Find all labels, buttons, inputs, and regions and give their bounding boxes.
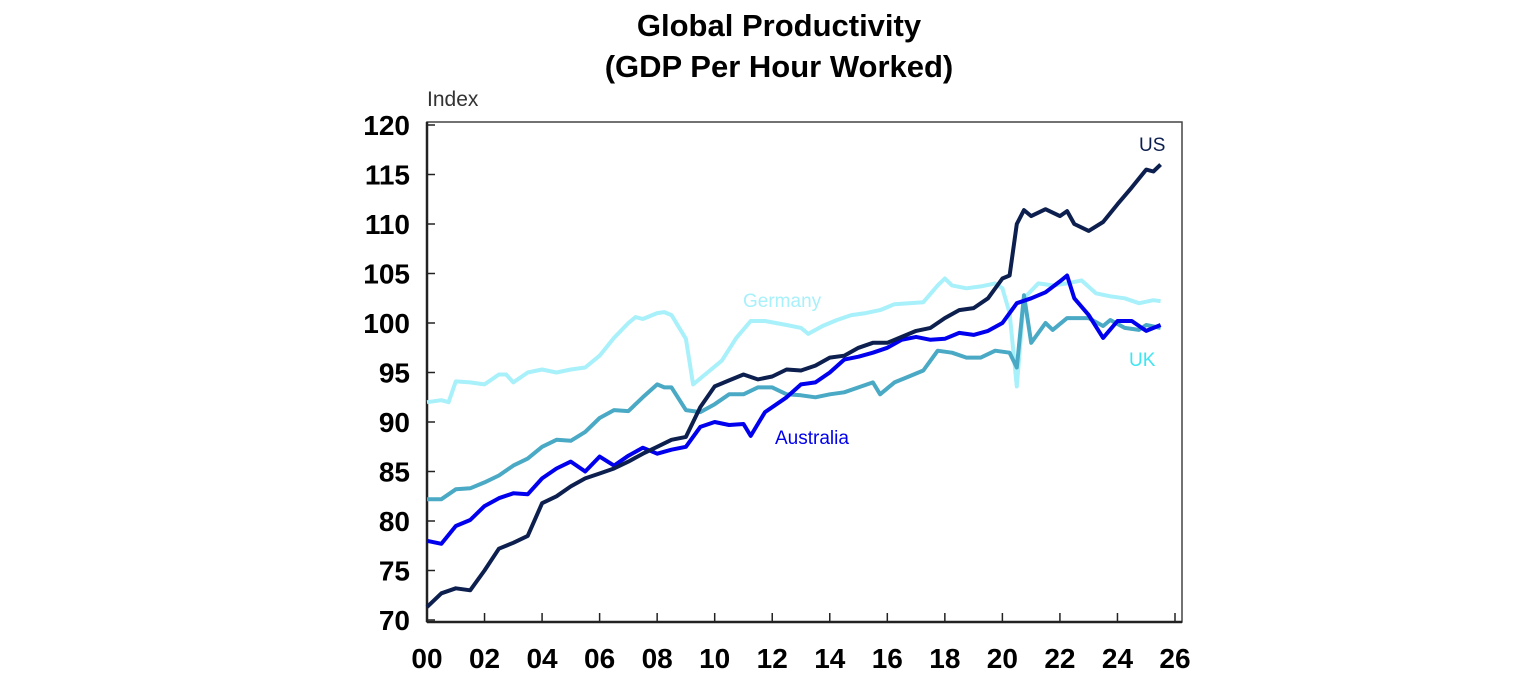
y-tick-label: 75: [379, 556, 410, 587]
series-label-uk: UK: [1129, 350, 1156, 371]
series-line-us: [425, 163, 1162, 609]
y-tick-label: 120: [363, 110, 410, 141]
chart-title: Global Productivity: [636, 8, 922, 43]
x-tick-label: 08: [642, 643, 673, 674]
y-tick-label: 80: [379, 506, 410, 537]
x-tick-label: 18: [929, 643, 960, 674]
y-tick-label: 95: [379, 358, 410, 389]
x-tick-label: 06: [584, 643, 615, 674]
x-tick-label: 00: [411, 643, 442, 674]
y-tick-label: 90: [379, 407, 410, 438]
x-tick-label: 16: [872, 643, 903, 674]
chart-subtitle: (GDP Per Hour Worked): [604, 49, 954, 84]
x-tick-label: 12: [757, 643, 788, 674]
x-tick-label: 20: [987, 643, 1018, 674]
y-axis-label: Index: [427, 88, 479, 111]
series-line-australia: [426, 273, 1162, 546]
y-tick-label: 100: [363, 308, 410, 339]
x-tick-label: 02: [469, 643, 500, 674]
plot-frame: [426, 121, 1183, 623]
x-tick-label: 26: [1159, 643, 1190, 674]
y-tick-label: 70: [379, 605, 410, 636]
y-tick-label: 85: [379, 457, 410, 488]
series-label-germany: Germany: [743, 291, 822, 312]
series-line-uk: [427, 293, 1161, 502]
y-tick-label: 110: [365, 209, 410, 240]
x-tick-label: 22: [1044, 643, 1075, 674]
y-tick-label: 115: [365, 160, 410, 191]
series-label-australia: Australia: [775, 428, 849, 449]
x-tick-label: 04: [526, 643, 558, 674]
x-tick-label: 24: [1102, 643, 1134, 674]
series-label-us: US: [1139, 135, 1165, 156]
series-line-germany: [426, 276, 1161, 405]
x-tick-label: 10: [699, 643, 730, 674]
x-tick-label: 14: [814, 643, 846, 674]
y-tick-label: 105: [363, 259, 410, 290]
